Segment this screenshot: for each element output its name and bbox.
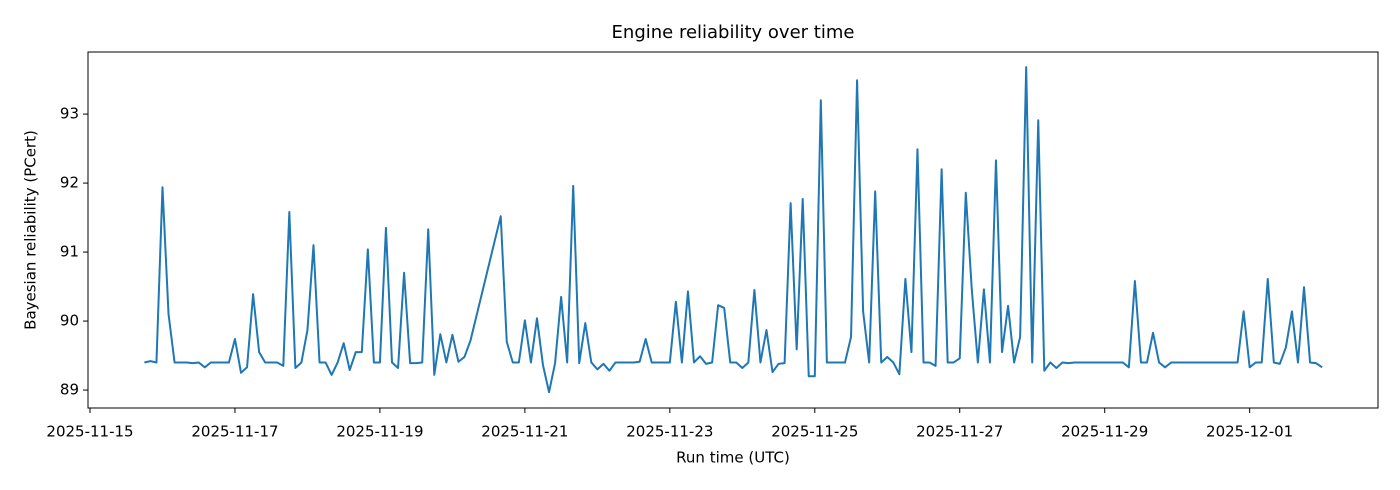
y-axis-label: Bayesian reliability (PCert): [22, 130, 40, 330]
x-tick-label: 2025-11-29: [1061, 423, 1148, 441]
data-line: [144, 66, 1323, 394]
x-tick-label: 2025-11-19: [336, 423, 423, 441]
x-tick-label: 2025-11-15: [46, 423, 133, 441]
chart-title: Engine reliability over time: [612, 22, 855, 43]
y-tick-label: 89: [60, 381, 79, 399]
plot-frame: [87, 51, 1379, 409]
x-tick-label: 2025-11-27: [916, 423, 1003, 441]
y-tick-label: 92: [60, 174, 79, 192]
y-tick-label: 93: [60, 105, 79, 123]
x-tick-label: 2025-11-17: [191, 423, 278, 441]
x-tick-label: 2025-12-01: [1206, 423, 1293, 441]
y-tick-label: 90: [60, 312, 79, 330]
x-axis-label: Run time (UTC): [676, 449, 790, 467]
x-tick-label: 2025-11-23: [626, 423, 713, 441]
x-tick-label: 2025-11-21: [481, 423, 568, 441]
y-tick-label: 91: [60, 243, 79, 261]
x-tick-label: 2025-11-25: [771, 423, 858, 441]
